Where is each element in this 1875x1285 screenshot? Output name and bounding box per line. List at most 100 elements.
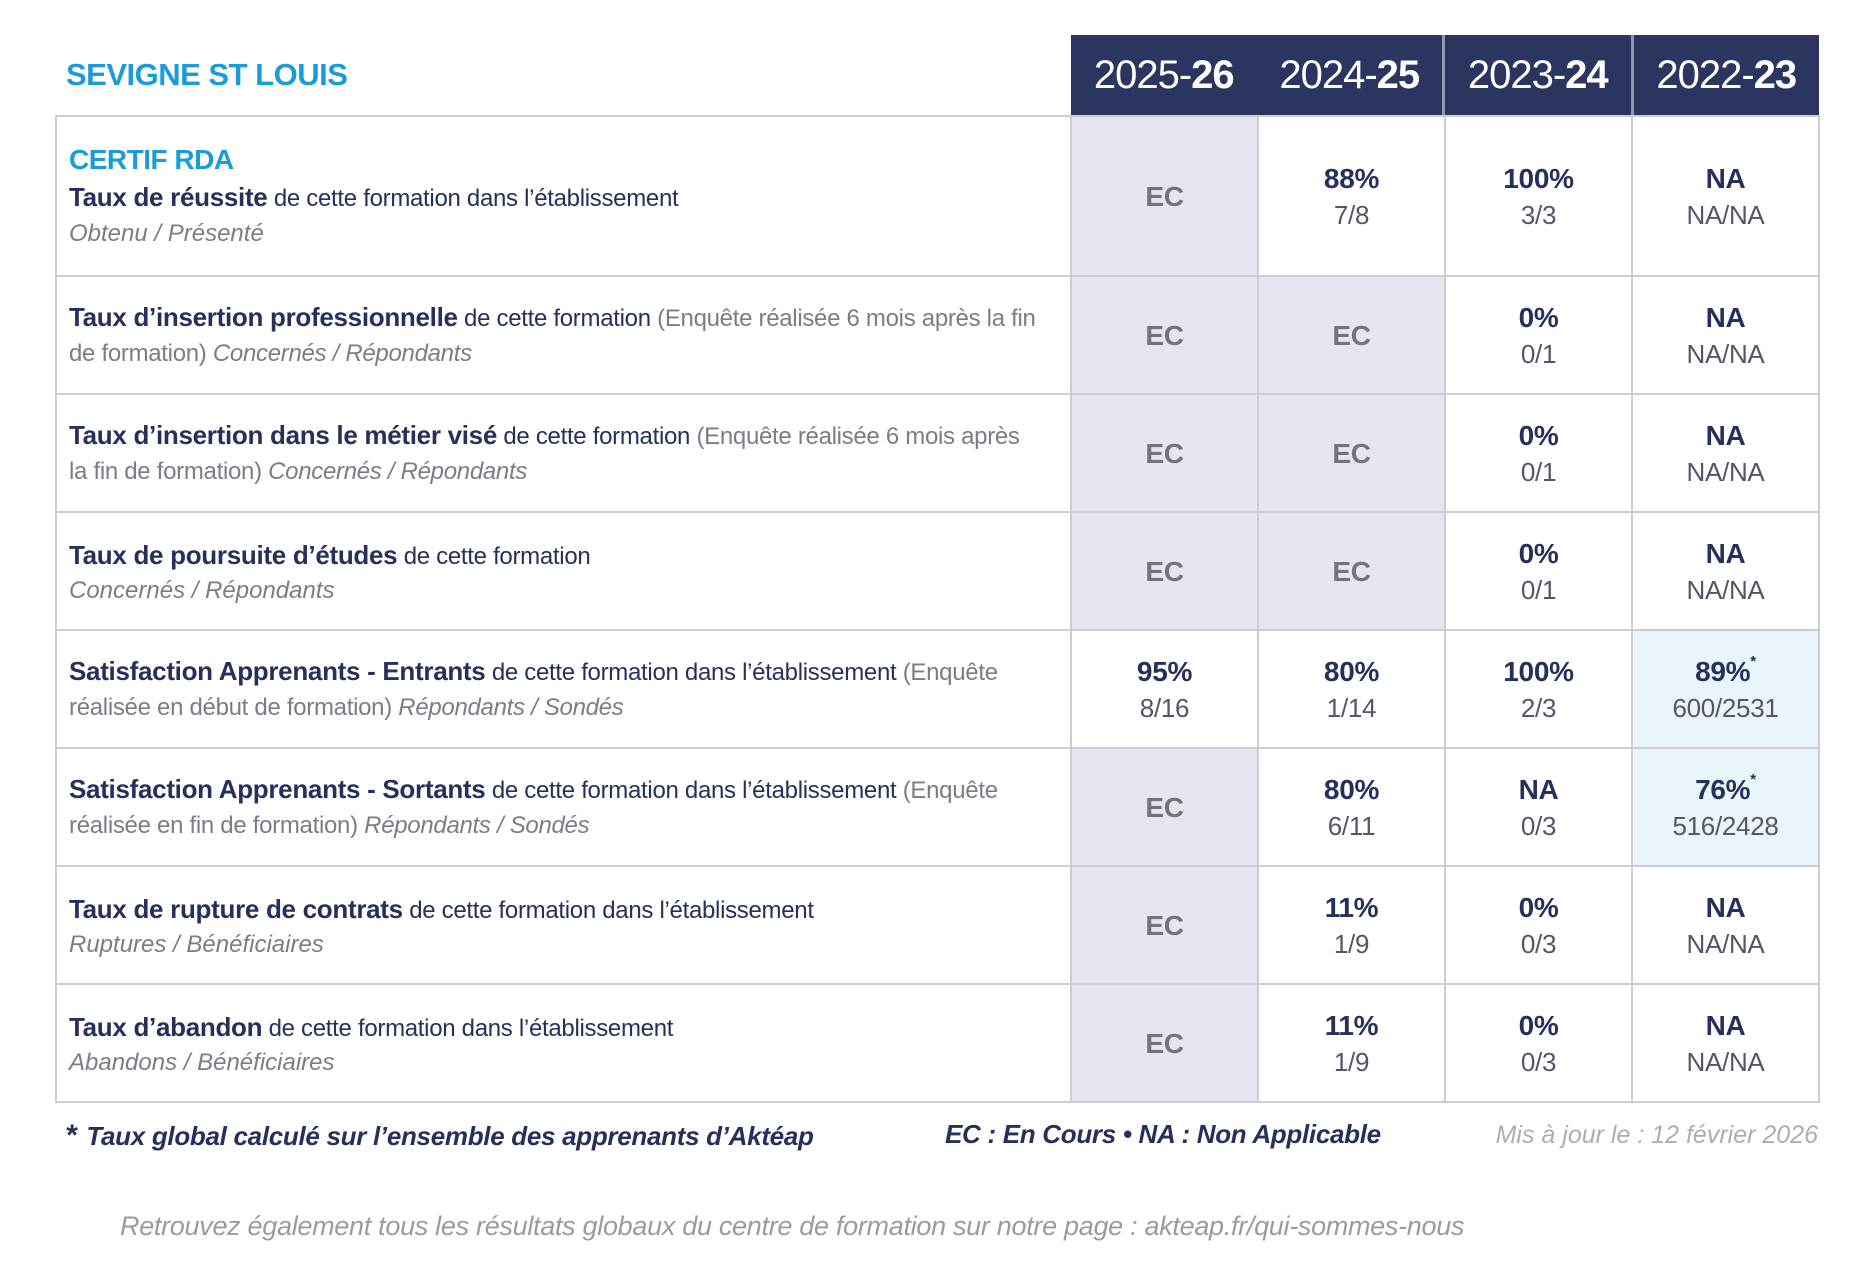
ratio-legend: Concernés / Répondants [69, 577, 335, 605]
cell-value: 89%* 600/2531 [1631, 629, 1820, 749]
value-main: NA [1705, 537, 1746, 569]
ratio-legend: Répondants / Sondés [364, 811, 590, 839]
cell-in-progress: EC [1070, 393, 1259, 513]
value-main: 0% [1518, 537, 1559, 569]
value-main: 0% [1518, 419, 1559, 451]
row-label: Satisfaction Apprenants - Entrants de ce… [55, 629, 1072, 749]
value-main: NA [1705, 891, 1746, 923]
ratio-legend: Concernés / Répondants [212, 339, 472, 367]
value-main: 100% [1503, 162, 1574, 194]
last-updated-date: Mis à jour le : 12 février 2026 [1495, 1121, 1818, 1149]
value-ratio: NA/NA [1686, 928, 1765, 959]
cell-in-progress: EC [1070, 747, 1259, 867]
cell-value: NA NA/NA [1631, 983, 1820, 1103]
survey-note: (Enquête réalisée en fin de formation) [69, 777, 998, 839]
cell-value: NA NA/NA [1631, 393, 1820, 513]
footnote-global-rate: * Taux global calculé sur l’ensemble des … [65, 1119, 814, 1152]
indicator-title: Taux d’insertion professionnelle [69, 302, 458, 333]
cell-value: NA NA/NA [1631, 511, 1820, 631]
value-ratio: 0/1 [1520, 456, 1557, 487]
abbreviation-legend: EC : En Cours • NA : Non Applicable [945, 1119, 1381, 1149]
value-main: EC [1332, 437, 1371, 469]
indicator-title: Taux d’insertion dans le métier visé [69, 420, 497, 451]
cell-value: 95% 8/16 [1070, 629, 1259, 749]
table-row: Taux d’insertion dans le métier visé de … [55, 393, 1820, 513]
cell-value: 0% 0/1 [1444, 275, 1633, 395]
value-main: NA [1705, 419, 1746, 451]
indicator-description: de cette formation dans l’établissement [491, 777, 897, 805]
cell-value: 0% 0/1 [1444, 393, 1633, 513]
row-label: Taux d’insertion dans le métier visé de … [55, 393, 1072, 513]
value-ratio: 0/1 [1520, 338, 1557, 369]
cell-value: 11% 1/9 [1257, 865, 1446, 985]
value-main: EC [1145, 555, 1184, 587]
row-label: Taux de rupture de contrats de cette for… [55, 865, 1072, 985]
ratio-legend: Abandons / Bénéficiaires [69, 1049, 335, 1077]
cell-value: 100% 3/3 [1444, 115, 1633, 277]
value-ratio: 1/9 [1333, 1046, 1370, 1077]
value-ratio: NA/NA [1686, 456, 1765, 487]
value-main: EC [1145, 180, 1184, 212]
value-main: 100% [1503, 655, 1574, 687]
indicator-title: Taux de réussite [69, 182, 268, 213]
value-main: NA [1518, 773, 1559, 805]
cell-value: 11% 1/9 [1257, 983, 1446, 1103]
table-row: Taux d’insertion professionnelle de cett… [55, 275, 1820, 395]
results-table-body: SEVIGNE ST LOUIS 2025- 26 2024- 25 2023- 24… [55, 35, 1820, 1103]
table-row: Taux d’abandon de cette formation dans l… [55, 983, 1820, 1103]
cell-in-progress: EC [1070, 115, 1259, 277]
table-footer: * Taux global calculé sur l’ensemble des … [55, 1119, 1818, 1161]
value-main: 11% [1324, 891, 1379, 923]
cell-in-progress: EC [1070, 865, 1259, 985]
value-main: EC [1145, 791, 1184, 823]
value-ratio: 7/8 [1333, 199, 1370, 230]
cell-value: NA NA/NA [1631, 115, 1820, 277]
cell-value: NA 0/3 [1444, 747, 1633, 867]
value-main: 0% [1518, 1009, 1559, 1041]
row-label: Taux d’abandon de cette formation dans l… [55, 983, 1072, 1103]
indicator-title: Satisfaction Apprenants - Entrants [69, 656, 486, 687]
cell-value: 88% 7/8 [1257, 115, 1446, 277]
value-main: NA [1705, 301, 1746, 333]
value-ratio: 1/9 [1333, 928, 1370, 959]
value-ratio: NA/NA [1686, 338, 1765, 369]
value-main: 80% [1323, 655, 1380, 687]
table-row: Satisfaction Apprenants - Entrants de ce… [55, 629, 1820, 749]
value-main: 89%* [1695, 653, 1756, 687]
survey-note: (Enquête réalisée en début de formation) [69, 659, 998, 721]
value-main: NA [1705, 1009, 1746, 1041]
cell-value: NA NA/NA [1631, 865, 1820, 985]
value-main: 76%* [1695, 771, 1756, 805]
value-main: EC [1145, 1027, 1184, 1059]
indicator-description: de cette formation [403, 542, 591, 570]
cell-value: 80% 1/14 [1257, 629, 1446, 749]
column-header-2022-23: 2022- 23 [1630, 35, 1820, 115]
table-row: Taux de rupture de contrats de cette for… [55, 865, 1820, 985]
value-ratio: NA/NA [1686, 199, 1765, 230]
results-panel: SEVIGNE ST LOUIS 2025- 26 2024- 25 2023- 24… [55, 35, 1820, 1242]
table-row: CERTIF RDA Taux de réussite de cette form… [55, 115, 1820, 277]
column-header-2025-26: 2025- 26 [1093, 52, 1235, 97]
value-ratio: 0/3 [1520, 928, 1557, 959]
survey-note: (Enquête réalisée 6 mois après la fin de… [69, 423, 1020, 485]
school-title-cell: SEVIGNE ST LOUIS [56, 35, 1071, 116]
value-ratio: NA/NA [1686, 1046, 1765, 1077]
indicator-title: Taux d’abandon [69, 1011, 263, 1042]
indicator-title: Satisfaction Apprenants - Sortants [69, 774, 486, 805]
cell-in-progress: EC [1070, 275, 1259, 395]
cell-value: 80% 6/11 [1257, 747, 1446, 867]
ratio-legend: Répondants / Sondés [398, 693, 624, 721]
table-row: Satisfaction Apprenants - Sortants de ce… [55, 747, 1820, 867]
value-ratio: 516/2428 [1672, 810, 1779, 841]
indicator-description: de cette formation dans l’établissement [268, 1014, 674, 1042]
value-main: EC [1332, 555, 1371, 587]
bottom-note: Retrouvez également tous les résultats g… [120, 1211, 1465, 1241]
results-table: SEVIGNE ST LOUIS 2025- 26 2024- 25 2023- 24… [55, 35, 1820, 1103]
ratio-legend: Ruptures / Bénéficiaires [69, 931, 324, 959]
row-label: CERTIF RDA Taux de réussite de cette form… [55, 115, 1072, 277]
value-main: EC [1145, 319, 1184, 351]
value-ratio: 1/14 [1326, 692, 1377, 723]
cell-in-progress: EC [1257, 511, 1446, 631]
value-main: 0% [1518, 301, 1559, 333]
cell-in-progress: EC [1070, 983, 1259, 1103]
